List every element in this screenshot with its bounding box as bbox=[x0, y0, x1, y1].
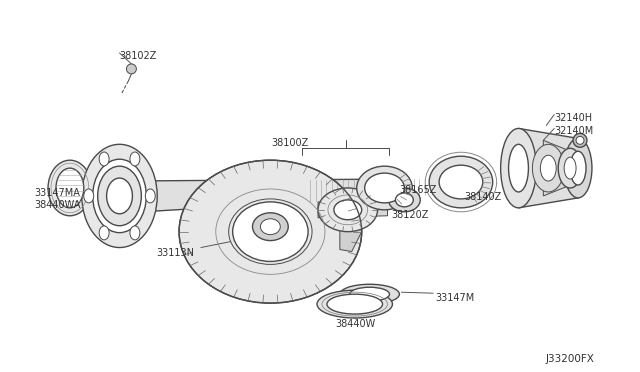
Ellipse shape bbox=[500, 128, 536, 208]
Text: 38165Z: 38165Z bbox=[399, 185, 436, 195]
Ellipse shape bbox=[570, 151, 586, 185]
Ellipse shape bbox=[340, 284, 399, 304]
Ellipse shape bbox=[82, 144, 157, 247]
Ellipse shape bbox=[429, 156, 493, 208]
Ellipse shape bbox=[318, 188, 378, 232]
Circle shape bbox=[127, 64, 136, 74]
Ellipse shape bbox=[356, 166, 412, 210]
Polygon shape bbox=[543, 140, 568, 196]
Text: 38140Z: 38140Z bbox=[464, 192, 501, 202]
Ellipse shape bbox=[532, 144, 564, 192]
Ellipse shape bbox=[130, 226, 140, 240]
Ellipse shape bbox=[327, 294, 383, 314]
Ellipse shape bbox=[179, 160, 362, 303]
Ellipse shape bbox=[576, 137, 584, 144]
Text: 32140M: 32140M bbox=[554, 126, 593, 137]
Ellipse shape bbox=[99, 152, 109, 166]
Ellipse shape bbox=[93, 159, 147, 232]
Ellipse shape bbox=[99, 226, 109, 240]
Text: 38120Z: 38120Z bbox=[392, 210, 429, 220]
Text: J33200FX: J33200FX bbox=[545, 354, 594, 364]
Ellipse shape bbox=[396, 193, 413, 207]
Ellipse shape bbox=[540, 155, 556, 181]
Ellipse shape bbox=[253, 213, 288, 241]
Text: 38102Z: 38102Z bbox=[120, 51, 157, 61]
Polygon shape bbox=[340, 212, 362, 251]
Ellipse shape bbox=[388, 188, 420, 212]
Ellipse shape bbox=[573, 134, 587, 147]
Text: 33147MA: 33147MA bbox=[34, 188, 80, 198]
Polygon shape bbox=[318, 202, 387, 218]
Ellipse shape bbox=[145, 189, 156, 203]
Ellipse shape bbox=[334, 200, 362, 220]
Ellipse shape bbox=[98, 166, 141, 226]
Ellipse shape bbox=[365, 173, 404, 203]
Polygon shape bbox=[518, 128, 578, 208]
Ellipse shape bbox=[439, 165, 483, 199]
Polygon shape bbox=[115, 178, 179, 214]
Text: 33113N: 33113N bbox=[156, 247, 194, 257]
Ellipse shape bbox=[509, 144, 529, 192]
Ellipse shape bbox=[84, 189, 93, 203]
Ellipse shape bbox=[317, 290, 392, 318]
Text: 38100Z: 38100Z bbox=[271, 138, 309, 148]
Ellipse shape bbox=[233, 202, 308, 262]
Polygon shape bbox=[127, 179, 390, 213]
Ellipse shape bbox=[56, 168, 84, 208]
Text: 38440W: 38440W bbox=[335, 319, 376, 329]
Ellipse shape bbox=[564, 157, 576, 179]
Ellipse shape bbox=[350, 287, 390, 301]
Ellipse shape bbox=[130, 152, 140, 166]
Text: 33147M: 33147M bbox=[435, 293, 474, 303]
Text: 32140H: 32140H bbox=[554, 113, 593, 122]
Ellipse shape bbox=[107, 178, 132, 214]
Ellipse shape bbox=[558, 148, 582, 188]
Ellipse shape bbox=[564, 138, 592, 198]
Ellipse shape bbox=[48, 160, 92, 216]
Ellipse shape bbox=[260, 219, 280, 235]
Text: 38440WA: 38440WA bbox=[34, 200, 81, 210]
